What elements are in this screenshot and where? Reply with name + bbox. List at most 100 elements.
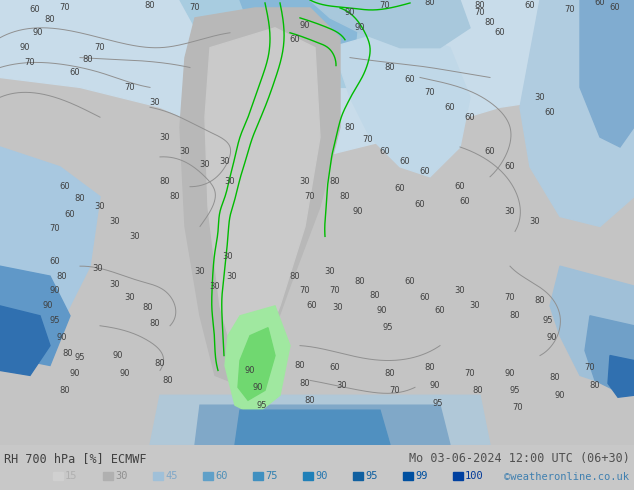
Text: 30: 30 xyxy=(110,279,120,289)
Text: 30: 30 xyxy=(529,217,540,226)
Text: 80: 80 xyxy=(75,194,86,203)
Polygon shape xyxy=(608,356,634,397)
Text: 30: 30 xyxy=(130,232,140,241)
Text: 30: 30 xyxy=(195,267,205,275)
Text: 90: 90 xyxy=(33,28,43,37)
Text: 70: 70 xyxy=(190,3,200,12)
Polygon shape xyxy=(240,0,360,63)
Text: 60: 60 xyxy=(444,103,455,112)
Polygon shape xyxy=(238,328,275,400)
Text: 90: 90 xyxy=(245,366,256,375)
Bar xyxy=(353,472,363,480)
Text: 90: 90 xyxy=(315,471,328,481)
Polygon shape xyxy=(0,0,634,157)
Polygon shape xyxy=(310,0,470,48)
Text: 30: 30 xyxy=(325,267,335,275)
Text: RH 700 hPa [%] ECMWF: RH 700 hPa [%] ECMWF xyxy=(4,452,146,465)
Text: 30: 30 xyxy=(505,207,515,216)
Text: 30: 30 xyxy=(160,133,171,142)
Text: 70: 70 xyxy=(585,363,595,372)
Text: 80: 80 xyxy=(163,376,173,385)
Text: 30: 30 xyxy=(455,287,465,295)
Bar xyxy=(253,472,263,480)
Text: 30: 30 xyxy=(470,301,481,310)
Polygon shape xyxy=(550,266,634,385)
Text: 80: 80 xyxy=(550,373,560,382)
Text: 80: 80 xyxy=(145,1,155,10)
Text: 30: 30 xyxy=(224,177,235,186)
Text: 60: 60 xyxy=(435,306,445,316)
Text: 60: 60 xyxy=(595,0,605,7)
Text: 30: 30 xyxy=(333,303,344,312)
Text: 45: 45 xyxy=(165,471,178,481)
Text: 70: 70 xyxy=(305,192,315,201)
Text: 60: 60 xyxy=(399,157,410,167)
Text: 60: 60 xyxy=(290,35,301,44)
Text: 75: 75 xyxy=(265,471,278,481)
Text: 60: 60 xyxy=(455,182,465,191)
Text: 30: 30 xyxy=(94,202,105,211)
Text: 90: 90 xyxy=(430,381,440,390)
Text: 95: 95 xyxy=(433,399,443,408)
Polygon shape xyxy=(520,0,634,226)
Text: 60: 60 xyxy=(420,294,430,302)
Text: 90: 90 xyxy=(120,369,130,378)
Text: 80: 80 xyxy=(44,15,55,24)
Text: 80: 80 xyxy=(340,192,351,201)
Text: 60: 60 xyxy=(49,257,60,266)
Text: 70: 70 xyxy=(380,1,391,10)
Text: 99: 99 xyxy=(415,471,427,481)
Text: 90: 90 xyxy=(70,369,81,378)
Text: 70: 70 xyxy=(513,403,523,412)
Bar xyxy=(303,472,313,480)
Text: 70: 70 xyxy=(565,5,575,14)
Text: 80: 80 xyxy=(475,1,485,10)
Text: 30: 30 xyxy=(227,271,237,281)
Text: 90: 90 xyxy=(345,8,355,18)
Text: 95: 95 xyxy=(49,316,60,325)
Polygon shape xyxy=(180,0,420,87)
Text: 80: 80 xyxy=(510,311,521,320)
Text: 90: 90 xyxy=(253,383,263,392)
Text: 80: 80 xyxy=(300,379,310,388)
Text: 90: 90 xyxy=(547,333,557,342)
Text: 90: 90 xyxy=(57,333,67,342)
Text: 80: 80 xyxy=(56,271,67,281)
Text: 95: 95 xyxy=(257,401,268,410)
Text: 70: 70 xyxy=(49,224,60,233)
Text: 60: 60 xyxy=(395,184,405,193)
Text: 30: 30 xyxy=(300,177,310,186)
Text: 80: 80 xyxy=(295,361,306,370)
Text: 70: 70 xyxy=(465,369,476,378)
Text: 70: 70 xyxy=(425,88,436,97)
Polygon shape xyxy=(585,316,634,391)
Text: 60: 60 xyxy=(404,276,415,286)
Text: 60: 60 xyxy=(545,108,555,117)
Text: 60: 60 xyxy=(484,147,495,156)
Text: 30: 30 xyxy=(223,252,233,261)
Polygon shape xyxy=(580,0,634,147)
Text: ©weatheronline.co.uk: ©weatheronline.co.uk xyxy=(504,472,629,482)
Text: Mo 03-06-2024 12:00 UTC (06+30): Mo 03-06-2024 12:00 UTC (06+30) xyxy=(409,452,630,465)
Text: 80: 80 xyxy=(82,55,93,64)
Text: 30: 30 xyxy=(150,98,160,107)
Text: 60: 60 xyxy=(65,210,75,219)
Polygon shape xyxy=(205,28,320,361)
Text: 60: 60 xyxy=(30,5,41,14)
Text: 80: 80 xyxy=(290,271,301,281)
Bar xyxy=(103,472,113,480)
Text: 70: 70 xyxy=(475,8,485,18)
Text: 70: 70 xyxy=(390,386,400,395)
Text: 80: 80 xyxy=(370,292,380,300)
Text: 80: 80 xyxy=(160,177,171,186)
Text: 90: 90 xyxy=(505,369,515,378)
Text: 60: 60 xyxy=(505,162,515,171)
Text: 60: 60 xyxy=(420,167,430,176)
Text: 95: 95 xyxy=(383,323,393,332)
Text: 60: 60 xyxy=(215,471,228,481)
Text: 60: 60 xyxy=(460,197,470,206)
Text: 90: 90 xyxy=(355,24,365,32)
Text: 30: 30 xyxy=(337,381,347,390)
Text: 30: 30 xyxy=(179,147,190,156)
Bar xyxy=(153,472,163,480)
